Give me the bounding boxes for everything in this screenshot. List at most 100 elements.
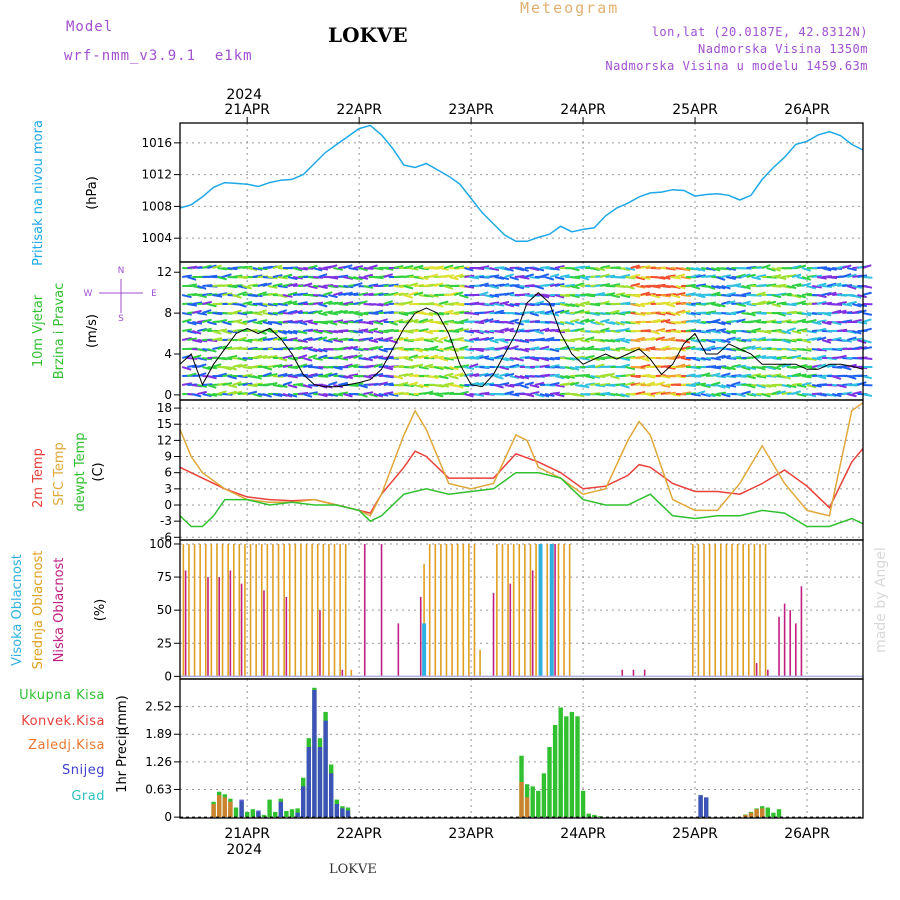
wind-arrow [660, 384, 671, 388]
wind-arrow [252, 382, 263, 386]
wind-arrow [574, 321, 585, 326]
wind-arrow [227, 302, 238, 305]
wind-arrow [705, 339, 716, 344]
wind-arrow [484, 303, 495, 307]
wind-arrow [459, 390, 469, 395]
wind-arrow [181, 337, 192, 341]
wind-arrow [776, 390, 786, 395]
wind-arrow [831, 375, 842, 380]
wind-arrow [328, 276, 339, 280]
wind-arrow [786, 273, 797, 278]
wind-arrow [816, 348, 827, 352]
wind-arrow [202, 300, 212, 305]
wind-arrow [716, 365, 727, 368]
wind-arrow [333, 291, 343, 296]
cloud-axis-unit: (%) [93, 599, 108, 622]
compass-e: E [151, 289, 157, 299]
wind-arrow [580, 339, 590, 343]
wind-arrow [403, 372, 414, 377]
wind-arrow [479, 291, 489, 296]
wind-arrow [832, 303, 843, 306]
wind-arrow [333, 366, 343, 371]
wind-arrow [297, 354, 308, 359]
wind-arrow [534, 330, 545, 335]
wind-arrow [378, 365, 389, 368]
wind-arrow [282, 283, 293, 287]
wind-arrow [393, 384, 404, 387]
wind-arrow [539, 393, 550, 398]
wind-arrow [413, 348, 424, 353]
total_precip-bar [233, 807, 239, 818]
wind-arrow [696, 274, 706, 278]
wind-arrow [736, 309, 746, 314]
wind-arrow [479, 282, 489, 287]
wind-arrow [620, 273, 631, 278]
temperature-panel-frame [179, 399, 864, 541]
total_precip-bar [552, 725, 558, 818]
wind-arrow [197, 339, 208, 343]
wind-arrow [615, 312, 626, 316]
compass-n: N [118, 266, 125, 276]
wind-arrow [519, 319, 530, 323]
wind-arrow [746, 384, 756, 389]
y-tick-label: 1016 [141, 136, 172, 150]
wind-arrow [237, 321, 248, 326]
wind-arrow [302, 282, 313, 287]
wind-arrow [721, 274, 732, 278]
wind-arrow [776, 330, 787, 335]
wind-arrow [690, 381, 701, 386]
wind-arrow [706, 294, 717, 297]
total_precip-bar [536, 790, 541, 818]
wind-arrow [504, 291, 515, 296]
wind-arrow [287, 276, 298, 281]
wind-arrow [630, 273, 641, 278]
y-tick-label: 100 [149, 537, 172, 551]
wind-arrow [791, 283, 802, 287]
wind-arrow [207, 321, 217, 326]
wind-arrow [831, 393, 842, 398]
wind-arrow [836, 384, 847, 389]
wind-arrow [373, 393, 384, 398]
wind-arrow [645, 293, 656, 296]
wind-arrow [363, 357, 374, 362]
wind-arrow [192, 339, 202, 344]
wind-arrow [499, 357, 509, 362]
wind-arrow [207, 375, 217, 380]
wind-arrow [574, 327, 585, 332]
wind-arrow [751, 393, 762, 397]
wind-arrow [776, 283, 787, 287]
wind-arrow [323, 284, 334, 287]
wind-arrow [539, 357, 550, 362]
wind-arrow [847, 267, 857, 272]
wind-arrow [474, 274, 485, 278]
wind-arrow [383, 273, 394, 278]
wind-arrow [806, 319, 817, 323]
wind-arrow [569, 285, 580, 290]
wind-arrow [313, 366, 323, 370]
wind-arrow [716, 321, 726, 326]
wind-arrow [559, 328, 570, 332]
wind-arrow [333, 267, 344, 271]
wind-arrow [343, 337, 354, 341]
wind-arrow [736, 318, 746, 323]
wind-arrow [358, 292, 369, 296]
wind-arrow [655, 327, 666, 332]
wind-arrow [373, 309, 384, 314]
wind-arrow [796, 318, 807, 323]
wind-arrow [232, 381, 242, 386]
wind-arrow [756, 300, 766, 305]
wind-arrow [338, 303, 349, 306]
wind-arrow [796, 384, 807, 388]
wind-arrow [786, 303, 797, 307]
wind-arrow [741, 366, 751, 371]
wind-arrow [721, 339, 731, 344]
precip-legend-item: Konvek.Kisa [21, 714, 105, 729]
wind-arrow [801, 312, 812, 317]
wind-arrow [539, 339, 550, 342]
wind-arrow [544, 357, 555, 361]
wind-arrow [443, 372, 454, 377]
wind-arrow [353, 382, 364, 386]
wind-arrow [297, 339, 308, 343]
wind-arrow [862, 318, 872, 323]
wind-arrow [383, 267, 394, 271]
